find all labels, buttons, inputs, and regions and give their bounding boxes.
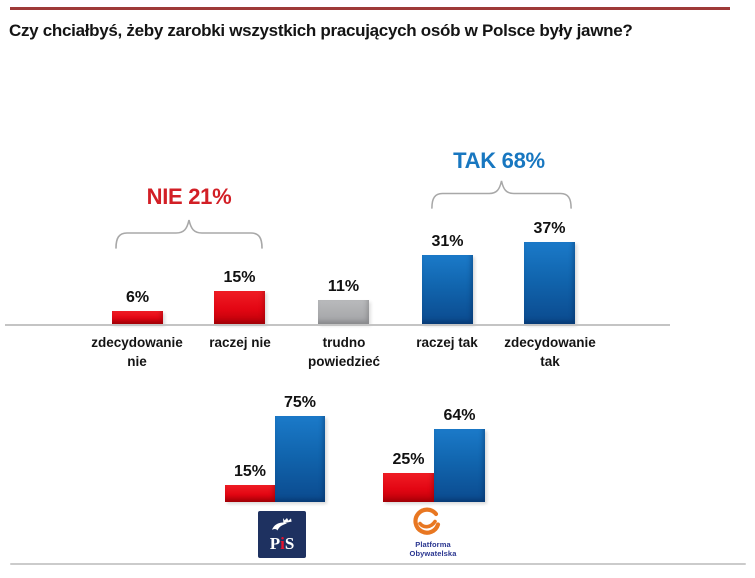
po-logo-text: Platforma Obywatelska: [409, 540, 457, 558]
tak-brace-icon: [431, 180, 572, 209]
category-label: raczej nie: [209, 335, 271, 350]
po-logo: Platforma Obywatelska: [387, 507, 479, 563]
bar-value-label: 37%: [533, 219, 566, 237]
bar-value-label: 15%: [233, 462, 267, 480]
pis-logo-text: PiS: [269, 534, 295, 553]
x-axis-line: [5, 324, 670, 326]
category-label: raczej tak: [416, 335, 478, 350]
bar-value-label: 31%: [431, 233, 464, 251]
bar-value-label: 15%: [223, 268, 256, 286]
bar-value-label: 25%: [392, 451, 425, 469]
nie-total-label: NIE 21%: [146, 184, 232, 209]
nie-brace-icon: [115, 219, 263, 249]
tak-total-label: TAK 68%: [453, 148, 545, 173]
bar-value-label: 6%: [125, 288, 150, 306]
bottom-divider-rule: [10, 563, 746, 565]
top-divider-rule: [10, 7, 730, 10]
bar-value-label: 75%: [283, 394, 317, 411]
bar-value-label: 11%: [327, 277, 360, 295]
pis-eagle-icon: [272, 518, 292, 531]
pis-logo: PiS: [258, 511, 306, 558]
bar-value-label: 64%: [443, 406, 476, 424]
page-title: Czy chciałbyś, żeby zarobki wszystkich p…: [9, 21, 633, 40]
category-label: trudno powiedzieć: [307, 335, 380, 369]
category-label: zdecydowanie nie: [91, 335, 183, 369]
po-swirl-icon: [413, 507, 441, 535]
category-label: zdecydowanie tak: [504, 335, 596, 369]
